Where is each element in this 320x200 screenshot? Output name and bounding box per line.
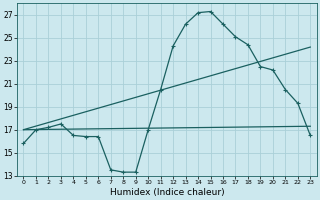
X-axis label: Humidex (Indice chaleur): Humidex (Indice chaleur) bbox=[109, 188, 224, 197]
